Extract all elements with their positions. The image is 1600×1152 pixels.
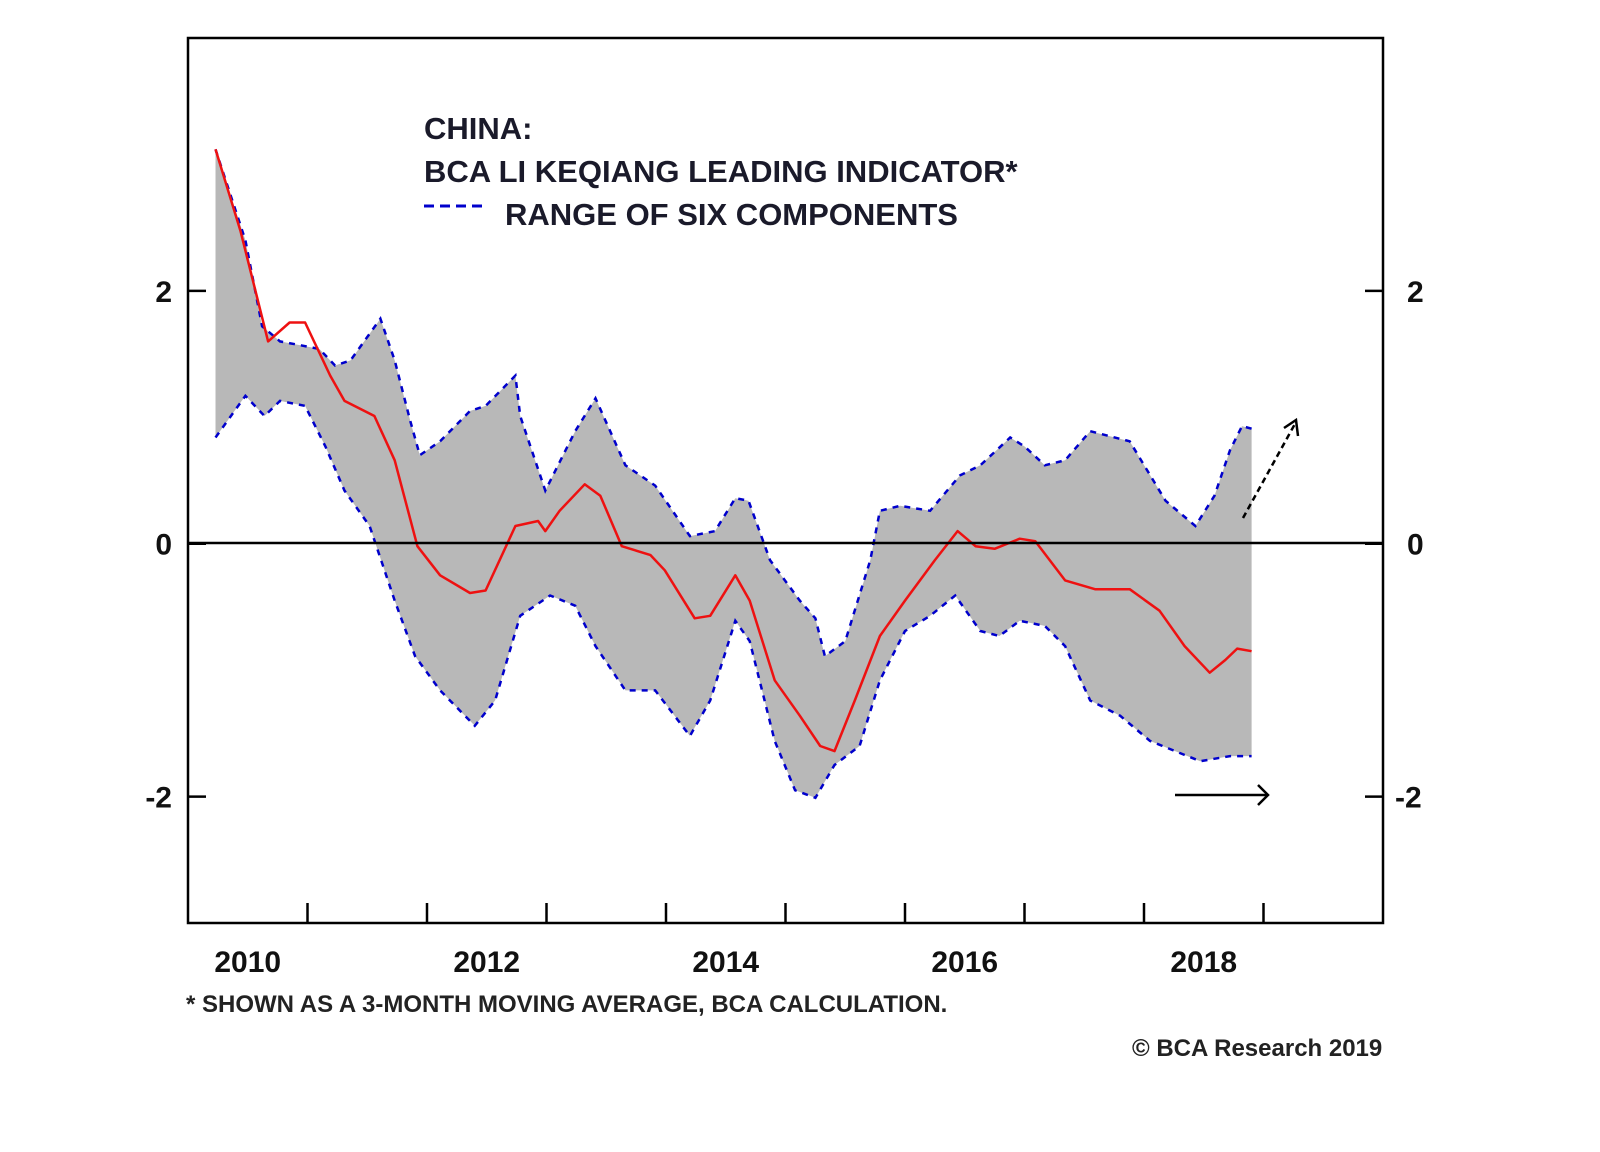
indicator-layer — [214, 148, 1252, 753]
range-fill — [215, 149, 1252, 798]
range-upper-line — [214, 148, 1252, 659]
range-lower-line — [214, 393, 1252, 800]
legend-label-range: RANGE OF SIX COMPONENTS — [505, 197, 958, 232]
axis-ticks: 2010 2012 2014 2016 2018 -2 -2 0 0 2 2 — [145, 276, 1423, 979]
chart-title-line-1: CHINA: — [424, 111, 533, 146]
y-tick-label-left: -2 — [145, 782, 172, 815]
y-tick-label-right: -2 — [1395, 782, 1422, 815]
y-tick-label-right: 2 — [1407, 276, 1424, 309]
chart-title-line-2: BCA LI KEQIANG LEADING INDICATOR* — [424, 154, 1019, 189]
x-tick-label: 2010 — [214, 946, 281, 979]
footnote: * SHOWN AS A 3-MONTH MOVING AVERAGE, BCA… — [186, 991, 947, 1018]
right-arrow-annotation — [1175, 784, 1270, 806]
range-band — [214, 148, 1252, 800]
indicator-line — [214, 148, 1252, 753]
y-tick-label-right: 0 — [1407, 529, 1424, 562]
x-tick-label: 2018 — [1170, 946, 1237, 979]
x-tick-label: 2014 — [692, 946, 759, 979]
x-tick-label: 2012 — [453, 946, 520, 979]
x-tick-label: 2016 — [931, 946, 998, 979]
copyright: © BCA Research 2019 — [1132, 1035, 1382, 1062]
up-arrow-annotation — [1241, 417, 1300, 519]
y-tick-label-left: 0 — [155, 529, 172, 562]
y-tick-label-left: 2 — [155, 276, 172, 309]
